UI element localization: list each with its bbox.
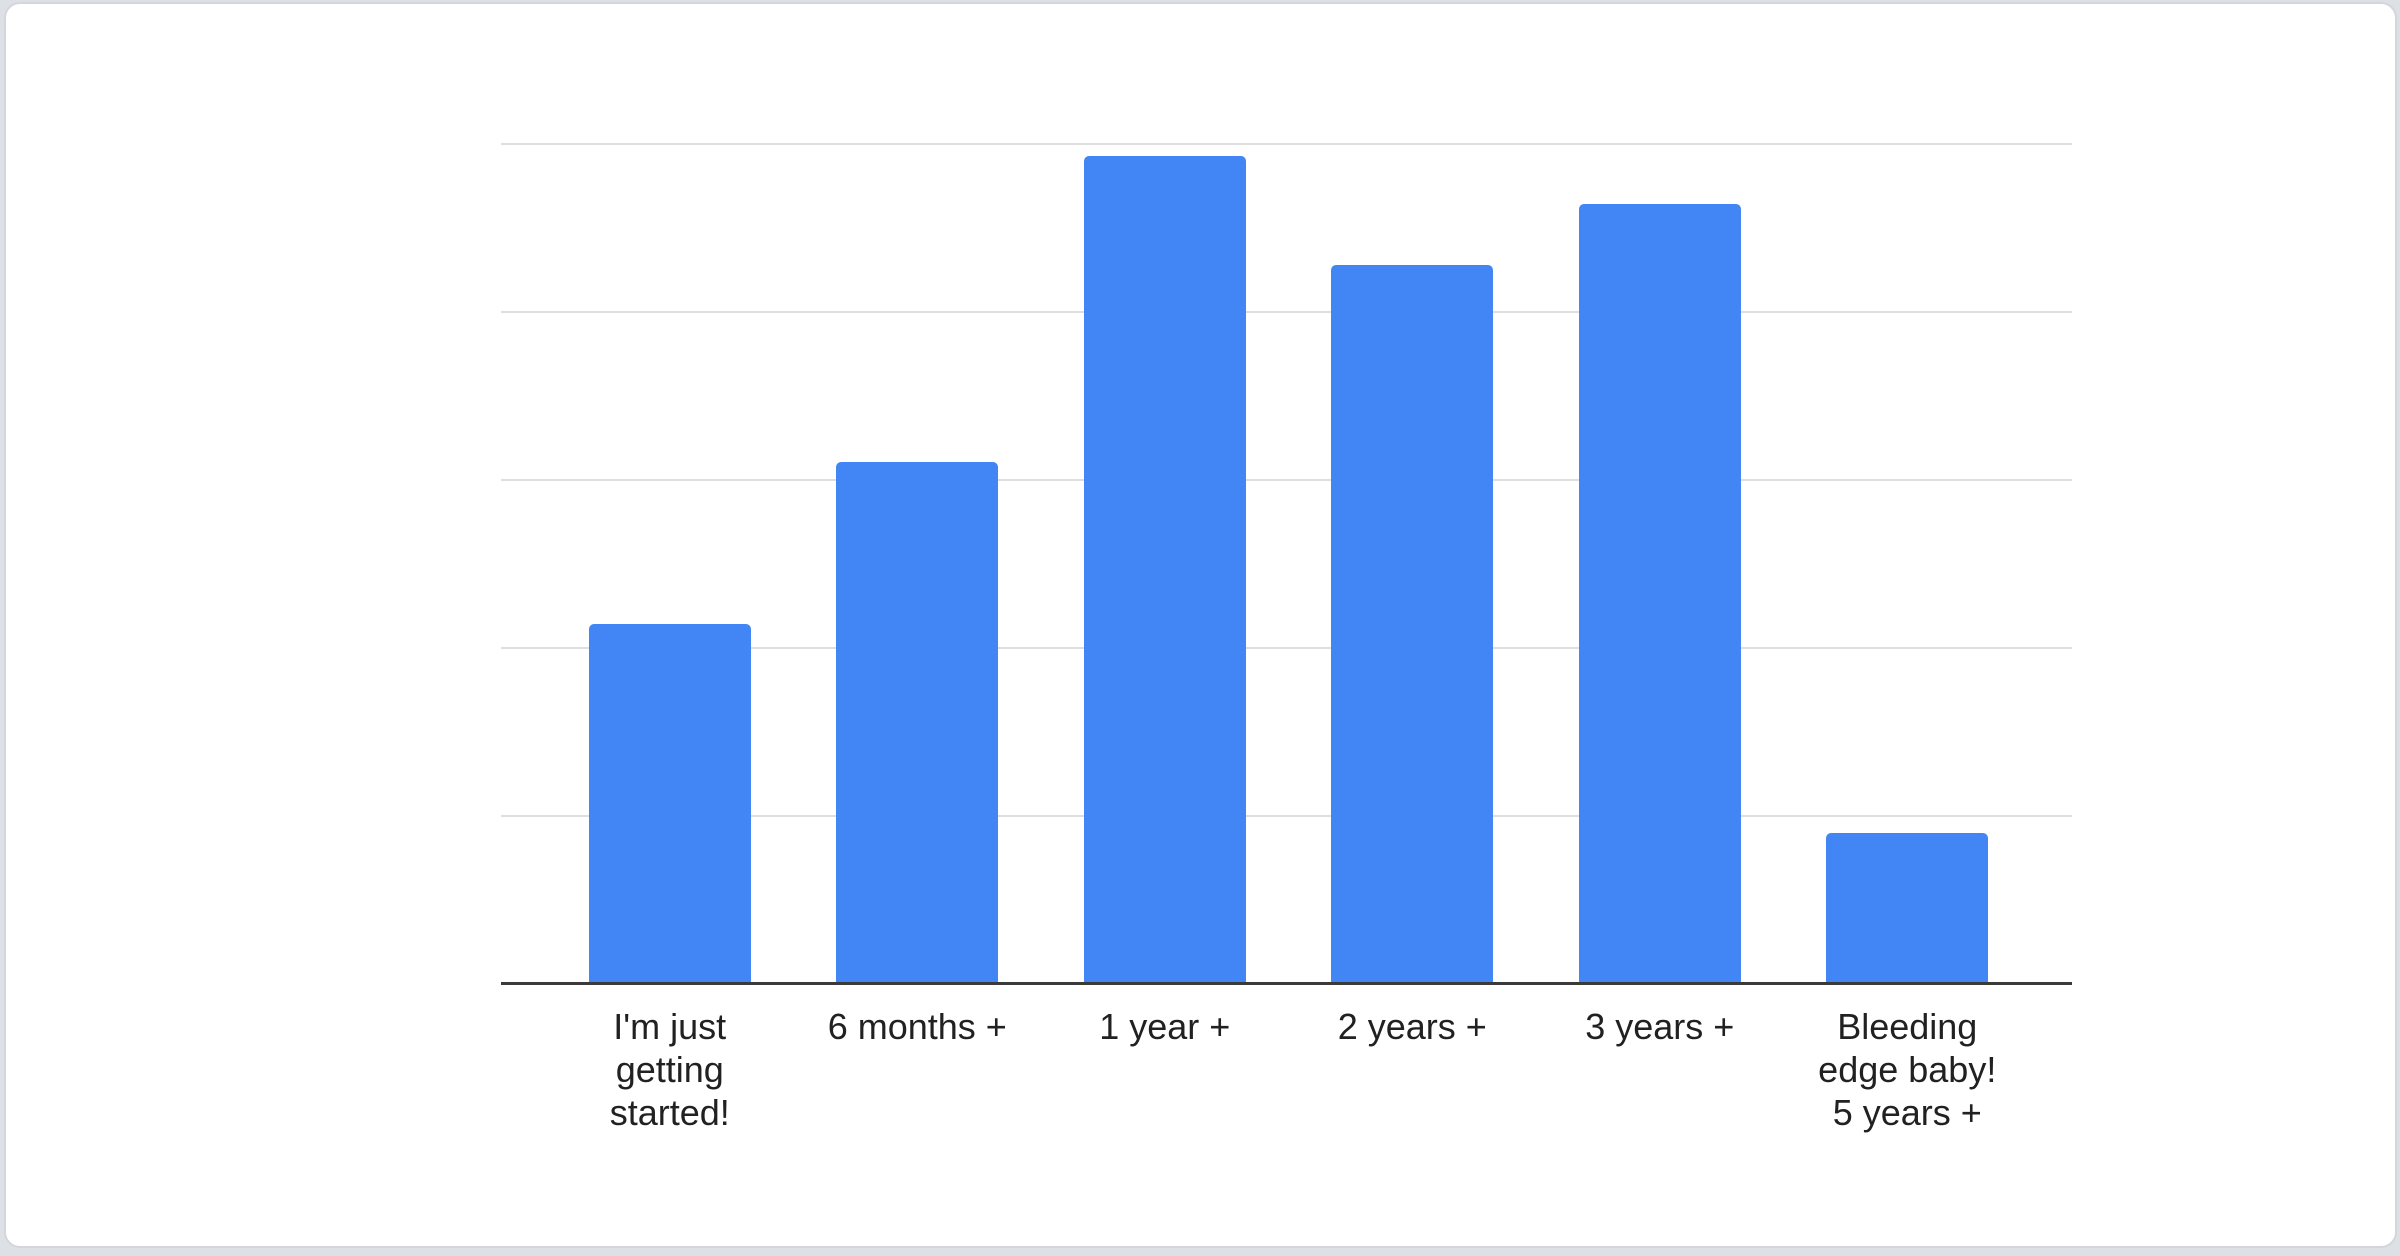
x-axis-baseline [501,982,2072,985]
x-axis: I'm just getting started! 6 months + 1 y… [546,1005,2031,1134]
gridline-20 [501,311,2072,313]
bar-getting-started [588,624,751,984]
page-background-strip [0,1248,2400,1256]
x-label-3-years: 3 years + [1585,1006,1735,1047]
bar-6-months [836,461,999,984]
bar-slot-3-years [1536,144,1784,984]
gridline-15 [501,479,2072,481]
chart-card: 25.00% 20.00% 15.00% 10.00% 5.00% 0.00% … [4,2,2397,1248]
gridline-10 [501,647,2072,649]
bar-slot-2-years [1289,144,1537,984]
plot-area [501,143,2072,985]
bar-slot-1-year [1041,144,1289,984]
x-label-2-years: 2 years + [1337,1006,1487,1047]
bars-row [546,144,2031,984]
bar-5-years [1826,832,1989,984]
bar-3-years [1578,204,1741,984]
bar-slot-6-months [794,144,1042,984]
gridline-25 [501,143,2072,145]
x-label-5-years: Bleeding edge baby! 5 years + [1818,1006,1997,1133]
bar-2-years [1331,264,1494,984]
gridline-5 [501,815,2072,817]
bar-1-year [1083,155,1246,984]
bar-slot-getting-started [546,144,794,984]
bar-slot-5-years [1784,144,2032,984]
x-label-getting-started: I'm just getting started! [609,1006,730,1133]
x-label-1-year: 1 year + [1099,1006,1231,1047]
x-label-6-months: 6 months + [827,1006,1007,1047]
